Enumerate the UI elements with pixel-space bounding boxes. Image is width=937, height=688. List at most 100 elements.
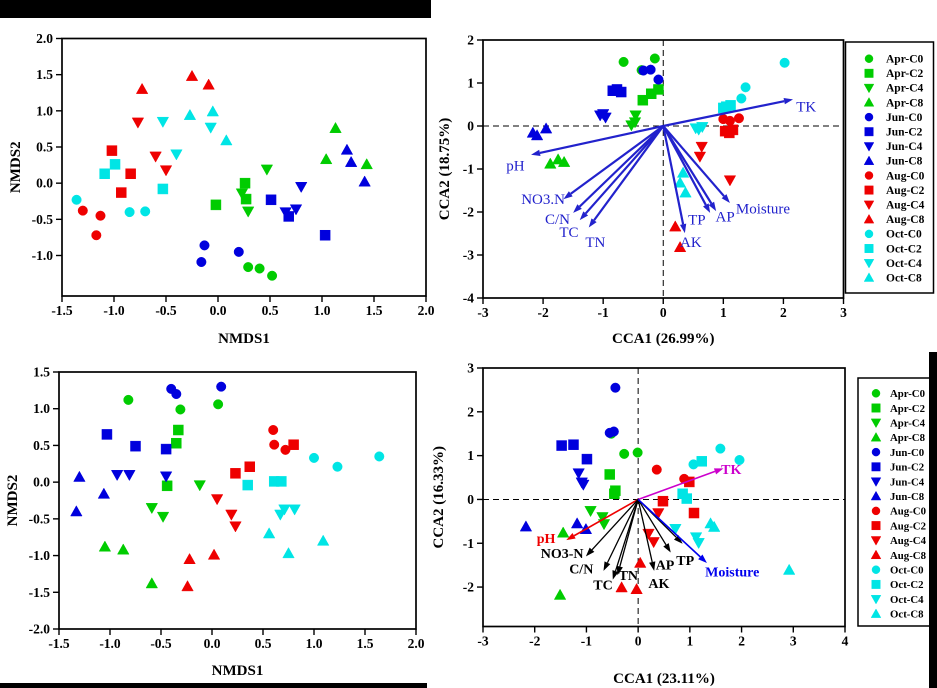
legend-marker (864, 127, 874, 137)
data-point (619, 448, 630, 459)
data-point (254, 263, 265, 274)
legend-box (857, 377, 934, 627)
data-point (360, 158, 373, 170)
x-tick-label: 0.5 (255, 636, 272, 651)
legend-label: Apr-C0 (886, 54, 924, 66)
series-Apr-C8 (544, 153, 571, 169)
data-point (185, 69, 199, 81)
data-point (611, 84, 623, 95)
series-Apr-C2 (161, 424, 184, 492)
legend-marker (870, 595, 882, 605)
legend-marker (870, 418, 882, 429)
data-point (593, 110, 607, 122)
data-point (279, 207, 292, 219)
data-point (295, 182, 308, 194)
vector-line (593, 125, 665, 221)
vector-NO3-N: NO3-N (541, 499, 639, 562)
y-tick-label: -3 (463, 248, 474, 263)
legend-marker (870, 490, 882, 501)
vector-Moisture: Moisture (637, 498, 759, 580)
data-point (135, 82, 149, 94)
data-point (267, 270, 278, 281)
data-point (618, 56, 629, 67)
y-axis-title: CCA2 (16.33%) (431, 446, 447, 549)
data-point (676, 166, 690, 178)
redaction-bar-bottom (0, 683, 427, 688)
y-tick-label: -1.0 (29, 548, 51, 563)
vector-label: TK (721, 463, 741, 478)
x-tick-label: 0.0 (204, 636, 221, 651)
data-point (181, 580, 194, 592)
series-Apr-C8 (553, 526, 570, 600)
series-Apr-C2 (210, 177, 252, 211)
data-point (145, 577, 158, 589)
data-point (159, 165, 173, 177)
series-Apr-C4 (235, 164, 274, 218)
series-Aug-C2 (657, 476, 700, 519)
legend-label: Jun-C4 (886, 141, 923, 153)
data-point (207, 548, 221, 560)
y-tick-label: 2 (467, 33, 474, 48)
data-point (183, 108, 197, 120)
data-point (530, 129, 544, 141)
legend-box (844, 41, 935, 294)
legend-label: Apr-C8 (890, 432, 926, 444)
series-Aug-C2 (230, 439, 299, 479)
series-Jun-C2 (101, 429, 172, 455)
x-tick-label: 2 (738, 634, 745, 649)
vector-line (570, 125, 664, 195)
y-axis-title: NMDS2 (8, 141, 24, 193)
series-Oct-C4 (689, 122, 709, 136)
vector-arrowhead (679, 223, 687, 234)
series-Oct-C4 (156, 116, 217, 161)
data-point (645, 64, 656, 75)
data-point (116, 187, 127, 198)
legend-marker (863, 213, 875, 224)
data-point (669, 220, 682, 232)
legend-marker (864, 185, 874, 195)
data-point (733, 113, 744, 124)
vector-arrowhead (703, 203, 711, 213)
series-Aug-C2 (719, 124, 739, 139)
data-point (269, 439, 280, 450)
series-Jun-C8 (340, 143, 371, 187)
data-point (73, 470, 86, 482)
data-point (196, 257, 207, 268)
x-tick-label: 1.5 (366, 303, 383, 318)
series-Apr-C0 (243, 262, 278, 281)
vector-arrowhead (573, 204, 582, 213)
vector-line (578, 125, 665, 208)
vector-TN: TN (585, 125, 665, 251)
vector-arrowhead (698, 554, 707, 563)
series-Oct-C0 (309, 451, 385, 472)
vector-label: TN (619, 569, 638, 584)
y-tick-label: -2 (463, 580, 474, 595)
series-Apr-C8 (319, 121, 373, 170)
x-tick-label: 1.5 (357, 636, 374, 651)
series-Oct-C8 (183, 105, 233, 146)
y-tick-label: -0.5 (32, 212, 54, 227)
data-point (160, 443, 172, 455)
data-point (239, 177, 251, 189)
data-point (235, 188, 249, 200)
y-tick-label: 2.0 (36, 31, 53, 46)
data-point (572, 468, 585, 480)
vector-label: AK (648, 577, 669, 592)
vector-label: Moisture (736, 202, 791, 218)
data-point (782, 563, 796, 575)
data-point (262, 527, 276, 539)
vector-arrowhead (588, 218, 597, 228)
panel-cca-bottom: -3 -2 -1 0 1 2 3 4 3 2 1 0 -1 -2 CCA1 (23.11%) CCA2 (16… (431, 361, 849, 688)
data-point (679, 186, 692, 198)
series-Apr-C2 (637, 84, 664, 106)
data-point (653, 84, 664, 95)
data-point (204, 122, 217, 134)
y-tick-label: 0.5 (36, 139, 53, 154)
data-point (692, 538, 705, 550)
y-tick-label: 1.5 (33, 365, 50, 380)
data-point (557, 155, 571, 167)
vector-pH: pH (537, 498, 639, 547)
data-point (183, 552, 196, 564)
data-point (173, 424, 184, 436)
